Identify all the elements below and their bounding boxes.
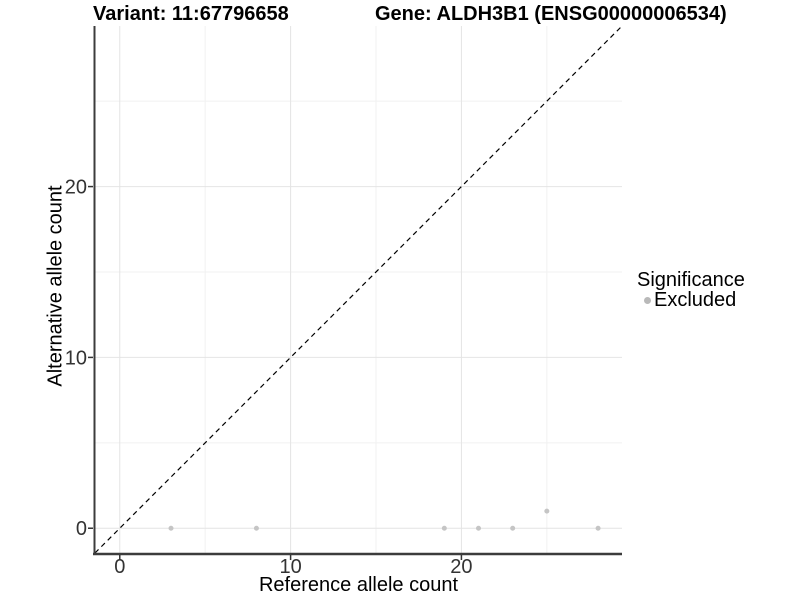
legend-title: Significance xyxy=(637,269,745,291)
y-tick-label: 0 xyxy=(76,518,87,540)
data-point xyxy=(595,525,601,531)
data-point xyxy=(510,525,516,531)
data-point xyxy=(544,508,550,514)
x-axis-label: Reference allele count xyxy=(258,574,458,596)
identity-reference-line xyxy=(94,25,623,554)
data-point xyxy=(253,525,259,531)
y-tick-label: 10 xyxy=(65,347,87,369)
gene-title: Gene: ALDH3B1 (ENSG00000006534) xyxy=(375,3,727,25)
data-point xyxy=(168,525,174,531)
legend-point-icon xyxy=(644,296,651,304)
variant-title: Variant: 11:67796658 xyxy=(93,3,289,25)
legend: Significance Excluded xyxy=(637,270,745,310)
y-tick-label: 20 xyxy=(65,177,87,199)
x-tick-label: 10 xyxy=(279,556,301,578)
legend-entry-excluded: Excluded xyxy=(637,290,745,310)
data-point xyxy=(476,525,482,531)
data-point xyxy=(441,525,447,531)
x-tick-label: 20 xyxy=(450,556,472,578)
y-axis-label: Alternative allele count xyxy=(44,185,67,387)
legend-entry-label: Excluded xyxy=(654,289,737,311)
x-tick-label: 0 xyxy=(114,556,125,578)
